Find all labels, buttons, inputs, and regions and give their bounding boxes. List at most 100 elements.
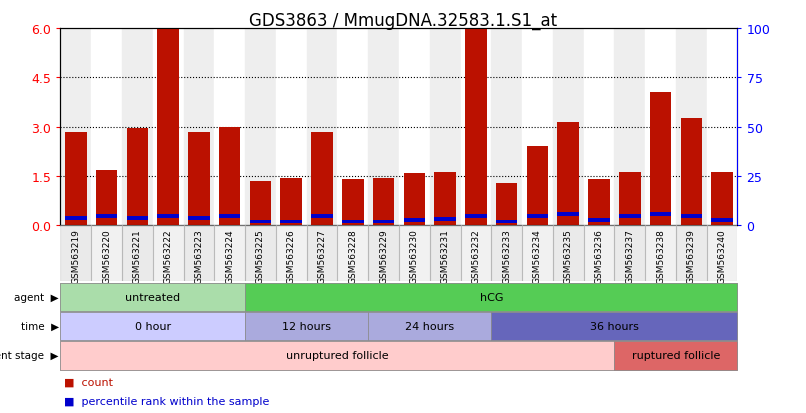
Bar xyxy=(342,221,364,223)
Text: 24 hours: 24 hours xyxy=(405,321,455,331)
Bar xyxy=(127,129,148,226)
Text: GSM563221: GSM563221 xyxy=(133,229,142,283)
Bar xyxy=(280,178,302,226)
Bar xyxy=(368,226,399,282)
Bar xyxy=(245,226,276,282)
Bar xyxy=(434,218,456,221)
Text: GSM563226: GSM563226 xyxy=(287,229,296,283)
Bar xyxy=(250,221,272,223)
Bar xyxy=(588,219,610,222)
Bar xyxy=(96,215,118,219)
Bar xyxy=(676,29,707,226)
Bar xyxy=(342,179,364,226)
Bar xyxy=(60,226,91,282)
Bar xyxy=(373,179,394,226)
Bar xyxy=(558,213,579,217)
Bar xyxy=(522,29,553,226)
Text: GSM563229: GSM563229 xyxy=(379,229,388,283)
Bar xyxy=(368,29,399,226)
Text: untreated: untreated xyxy=(125,292,181,302)
Text: development stage  ▶: development stage ▶ xyxy=(0,351,59,361)
Bar xyxy=(707,226,737,282)
Bar xyxy=(219,127,240,226)
Bar xyxy=(496,221,517,223)
Bar xyxy=(122,226,153,282)
Bar xyxy=(338,29,368,226)
Bar xyxy=(650,213,671,217)
Bar xyxy=(526,215,548,219)
Bar xyxy=(157,215,179,219)
Bar xyxy=(434,173,456,226)
Text: GSM563230: GSM563230 xyxy=(410,229,419,283)
Text: GSM563235: GSM563235 xyxy=(563,229,573,283)
Bar xyxy=(707,29,737,226)
Text: GSM563231: GSM563231 xyxy=(441,229,450,283)
Bar xyxy=(522,226,553,282)
Bar xyxy=(214,29,245,226)
Bar xyxy=(96,170,118,226)
Bar xyxy=(65,216,86,220)
Bar xyxy=(526,147,548,226)
Bar xyxy=(399,226,430,282)
Bar xyxy=(645,29,676,226)
Bar xyxy=(680,215,702,219)
Text: GSM563228: GSM563228 xyxy=(348,229,357,283)
Bar xyxy=(184,29,214,226)
Bar xyxy=(553,226,584,282)
Bar xyxy=(306,29,338,226)
Bar xyxy=(404,173,425,226)
Text: unruptured follicle: unruptured follicle xyxy=(286,351,388,361)
Text: GSM563232: GSM563232 xyxy=(472,229,480,283)
Text: GSM563223: GSM563223 xyxy=(194,229,203,283)
Bar xyxy=(553,29,584,226)
Bar xyxy=(558,123,579,226)
Bar xyxy=(188,216,210,220)
Bar xyxy=(399,29,430,226)
Bar xyxy=(614,29,645,226)
Bar xyxy=(188,132,210,226)
Bar xyxy=(338,226,368,282)
Bar xyxy=(712,173,733,226)
Text: GSM563237: GSM563237 xyxy=(625,229,634,283)
Bar xyxy=(280,221,302,223)
Bar xyxy=(153,29,184,226)
Text: ■  percentile rank within the sample: ■ percentile rank within the sample xyxy=(64,396,270,406)
Bar xyxy=(645,226,676,282)
Text: ruptured follicle: ruptured follicle xyxy=(632,351,720,361)
Text: GSM563236: GSM563236 xyxy=(595,229,604,283)
Text: GSM563219: GSM563219 xyxy=(72,229,81,283)
Bar xyxy=(460,226,492,282)
Bar xyxy=(404,219,425,222)
Bar xyxy=(650,93,671,226)
Bar xyxy=(306,226,338,282)
Bar xyxy=(157,29,179,226)
Bar xyxy=(60,29,91,226)
Text: GSM563233: GSM563233 xyxy=(502,229,511,283)
Text: GSM563227: GSM563227 xyxy=(318,229,326,283)
Text: agent  ▶: agent ▶ xyxy=(15,292,59,302)
Bar xyxy=(430,226,460,282)
Bar xyxy=(91,226,122,282)
Bar xyxy=(250,182,272,226)
Text: GSM563240: GSM563240 xyxy=(717,229,726,283)
Bar xyxy=(219,215,240,219)
Text: time  ▶: time ▶ xyxy=(21,321,59,331)
Bar xyxy=(584,29,614,226)
Bar xyxy=(311,132,333,226)
Bar xyxy=(373,221,394,223)
Bar xyxy=(676,226,707,282)
Text: GSM563234: GSM563234 xyxy=(533,229,542,283)
Text: GSM563220: GSM563220 xyxy=(102,229,111,283)
Bar xyxy=(584,226,614,282)
Bar xyxy=(184,226,214,282)
Text: hCG: hCG xyxy=(480,292,503,302)
Bar xyxy=(492,226,522,282)
Bar xyxy=(465,215,487,219)
Bar xyxy=(430,29,460,226)
Bar xyxy=(496,183,517,226)
Text: GSM563222: GSM563222 xyxy=(164,229,172,283)
Bar xyxy=(91,29,122,226)
Bar xyxy=(214,226,245,282)
Bar xyxy=(276,29,306,226)
Bar xyxy=(680,119,702,226)
